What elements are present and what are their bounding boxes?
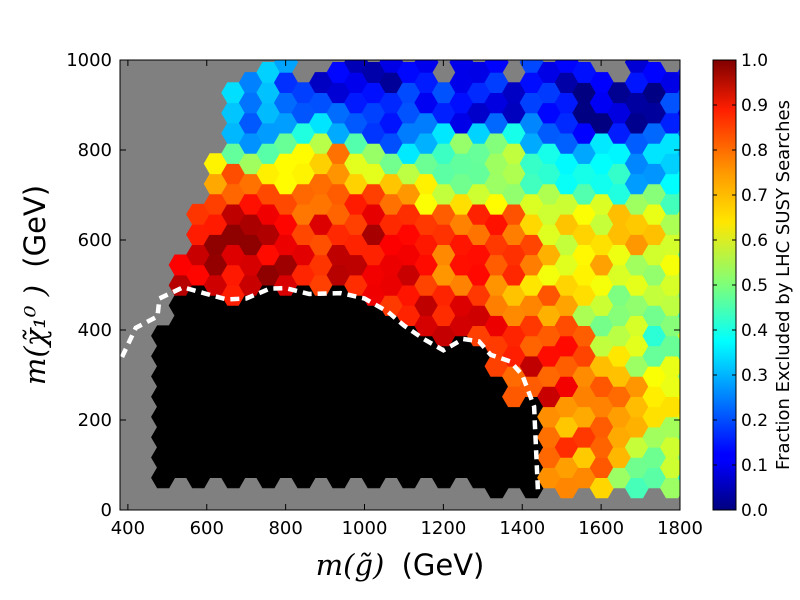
- x-axis-label-math: m(g̃): [316, 548, 385, 582]
- colorbar-tick-label: 0.5: [741, 276, 768, 296]
- hexbin-cell: [677, 291, 680, 300]
- x-tick-label: 600: [190, 518, 224, 539]
- hexbin-cell: [677, 453, 680, 462]
- x-tick-label: 400: [111, 518, 145, 539]
- hexbin-cell: [677, 88, 680, 97]
- hexbin-cell: [677, 372, 680, 381]
- plot-frame: [119, 59, 681, 511]
- x-tick-label: 1000: [342, 518, 388, 539]
- colorbar: 0.0 0.1 0.2 0.3 0.4 0.5 0.6 0.7 0.8 0.9 1.0 Fracti…: [712, 51, 794, 521]
- hexbin-cell: [677, 250, 680, 260]
- x-axis-ticks: 400 600 800 1000 1200 1400 1600 1800: [111, 60, 703, 539]
- x-axis-label-unit: (GeV): [402, 548, 485, 582]
- colorbar-tick-label: 0.1: [741, 456, 768, 476]
- hexbin-cell: [677, 392, 680, 401]
- y-axis-label-unit: (GeV): [18, 185, 52, 268]
- colorbar-tick-label: 0.7: [741, 186, 768, 206]
- x-tick-label: 1200: [420, 518, 466, 539]
- colorbar-tick-label: 0.9: [741, 96, 768, 116]
- hexbin-cell: [414, 60, 439, 73]
- hexbin-cell: [677, 149, 680, 158]
- y-tick-label: 600: [78, 230, 112, 251]
- x-axis-label: m(g̃) (GeV): [316, 548, 485, 582]
- y-tick-label: 800: [78, 140, 112, 161]
- colorbar-label: Fraction Excluded by LHC SUSY Searches: [773, 100, 794, 470]
- hexbin-cell: [273, 60, 299, 73]
- hexbin-cell: [677, 311, 680, 320]
- colorbar-tick-label: 0.4: [741, 321, 768, 341]
- hexbin-cell: [677, 128, 680, 138]
- hexbin-cell: [677, 230, 680, 239]
- colorbar-tick-label: 0.0: [741, 501, 768, 521]
- colorbar-tick-label: 0.2: [741, 411, 768, 431]
- hexbin-cell: [677, 432, 680, 442]
- y-tick-label: 0: [101, 500, 112, 521]
- hexbin-cells: [151, 60, 680, 499]
- x-tick-label: 1400: [499, 518, 545, 539]
- x-tick-label: 800: [268, 518, 302, 539]
- x-tick-label: 1600: [578, 518, 624, 539]
- hexbin-cell: [677, 189, 680, 199]
- colorbar-tick-label: 1.0: [741, 51, 768, 71]
- hexbin-cell: [677, 169, 680, 179]
- hexbin-cell: [677, 210, 680, 219]
- hexbin-cell: [677, 108, 680, 118]
- exclusion-contour-line: [120, 284, 541, 493]
- hexbin-cell: [677, 351, 680, 361]
- hexbin-cell: [677, 473, 680, 483]
- plot-area: [119, 59, 681, 511]
- hexbin-cell: [484, 60, 509, 73]
- x-tick-label: 1800: [657, 518, 703, 539]
- y-axis-label-math: m(χ̃₁⁰ ): [18, 285, 52, 385]
- y-tick-label: 400: [78, 320, 112, 341]
- hexbin-cell: [677, 331, 680, 341]
- colorbar-tick-label: 0.8: [741, 141, 768, 161]
- colorbar-ticks: 0.0 0.1 0.2 0.3 0.4 0.5 0.6 0.7 0.8 0.9 1.0: [713, 51, 768, 521]
- y-tick-label: 200: [78, 410, 112, 431]
- y-axis-ticks: 0 200 400 600 800 1000: [66, 50, 680, 521]
- hexbin-cell: [677, 270, 680, 280]
- colorbar-tick-label: 0.6: [741, 231, 768, 251]
- hexbin-cell: [677, 68, 680, 77]
- y-tick-label: 1000: [66, 50, 112, 71]
- y-axis-label: m(χ̃₁⁰ ) (GeV): [18, 185, 52, 385]
- hexbin-cell: [677, 412, 680, 422]
- colorbar-tick-label: 0.3: [741, 366, 768, 386]
